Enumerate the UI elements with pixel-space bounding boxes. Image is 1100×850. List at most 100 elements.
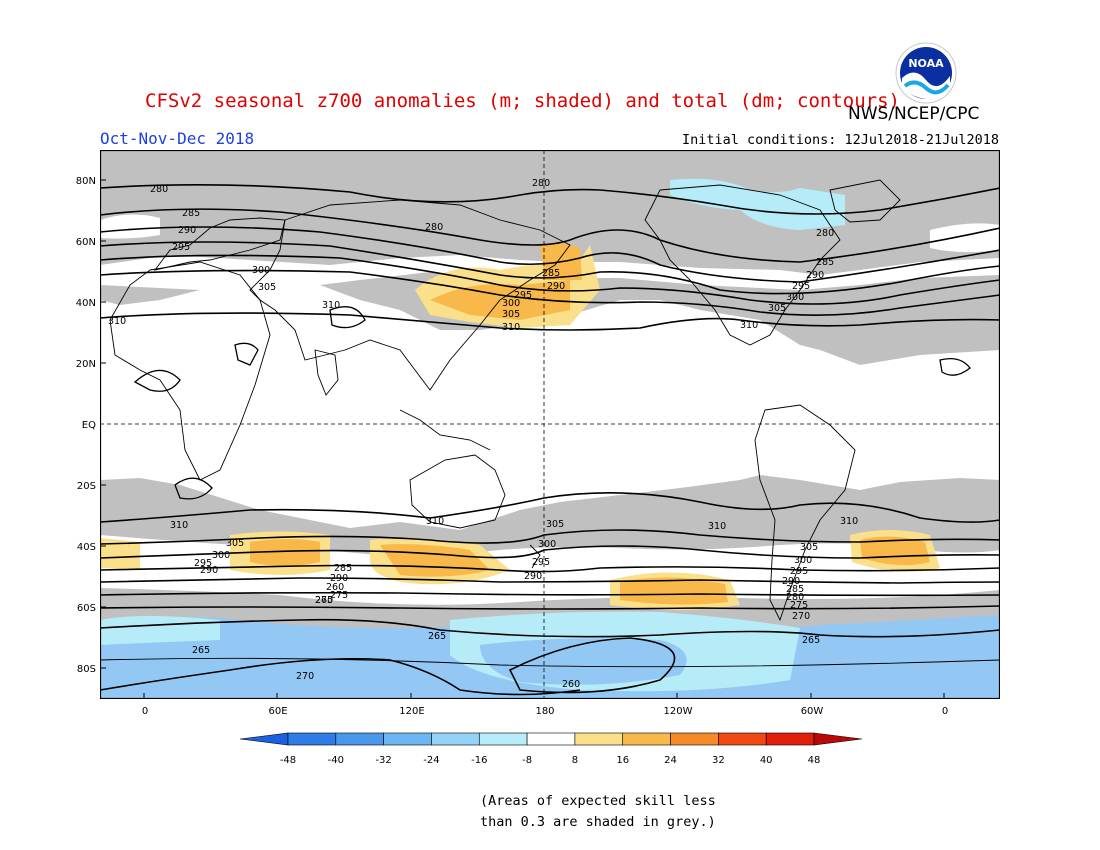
contour-label: 300: [212, 550, 230, 561]
colorbar-swatch: [240, 732, 289, 746]
contour-label: 295: [792, 281, 810, 292]
contour-label: 280: [425, 222, 443, 233]
contour-label: 280: [532, 178, 550, 189]
contour-label: 310: [426, 516, 444, 527]
svg-text:NOAA: NOAA: [908, 57, 944, 70]
footnote-line-2: than 0.3 are shaded in grey.): [480, 814, 716, 830]
lon-label: 60W: [801, 706, 824, 717]
contour-label: 310: [170, 520, 188, 531]
forecast-period: Oct-Nov-Dec 2018: [100, 129, 255, 148]
colorbar-swatch: [431, 732, 480, 746]
colorbar-swatch: [574, 732, 624, 746]
colorbar-swatch: [383, 732, 432, 746]
colorbar-label: -48: [280, 755, 296, 766]
colorbar-swatch: [335, 732, 384, 746]
lat-label: EQ: [82, 420, 96, 431]
contour-label: 290: [547, 281, 565, 292]
contour-label: 290: [806, 270, 824, 281]
contour-label: 300: [786, 292, 804, 303]
contour-label: 305: [502, 309, 520, 320]
grid-lines: [100, 150, 1000, 699]
contour-label: 280: [786, 592, 804, 603]
footnote-line-1: (Areas of expected skill less: [480, 793, 716, 809]
colorbar-label: 48: [808, 755, 821, 766]
colorbar-swatch: [765, 732, 815, 746]
height-contours: [100, 184, 1000, 696]
colorbar-label: 32: [712, 755, 725, 766]
contour-label: 295: [790, 566, 808, 577]
lon-label: 120W: [664, 706, 693, 717]
initial-conditions: Initial conditions: 12Jul2018-21Jul2018: [682, 132, 999, 148]
contour-label: 260: [562, 679, 580, 690]
contour-label: 310: [740, 320, 758, 331]
contour-label: 270: [792, 611, 810, 622]
contour-label: 310: [840, 516, 858, 527]
colorbar-label: 8: [572, 755, 578, 766]
contour-label: 295: [172, 242, 190, 253]
contour-label: 300: [538, 539, 556, 550]
map-title: CFSv2 seasonal z700 anomalies (m; shaded…: [145, 90, 900, 112]
contour-label: 265: [315, 595, 333, 606]
contour-label: 300: [252, 265, 270, 276]
contour-label: 285: [182, 208, 200, 219]
skill-footnote: (Areas of expected skill less than 0.3 a…: [480, 791, 716, 833]
contour-label: 295: [514, 290, 532, 301]
colorbar-swatch: [478, 732, 528, 746]
axis-labels: 80N 60N 40N 20N EQ 20S 40S 60S 80S 0 60E…: [76, 176, 948, 717]
contour-label: 305: [546, 519, 564, 530]
lon-label: 0: [942, 706, 948, 717]
contour-label: 310: [108, 316, 126, 327]
lon-label: 60E: [268, 706, 287, 717]
colorbar-label: -32: [375, 755, 391, 766]
lat-label: 60S: [77, 603, 96, 614]
contour-label: 285: [816, 257, 834, 268]
contour-label: 275: [790, 600, 808, 611]
colorbar-label: 24: [664, 755, 677, 766]
lat-label: 80N: [76, 176, 96, 187]
negative-anomaly-arctic: [670, 178, 845, 230]
contour-label: 305: [768, 303, 786, 314]
lat-label: 20N: [76, 359, 96, 370]
contour-label: 280: [816, 228, 834, 239]
contour-label: 270: [296, 671, 314, 682]
contour-label: 295: [532, 557, 550, 568]
colorbar-label: -8: [522, 755, 532, 766]
colorbar-swatch: [718, 732, 767, 746]
agency-label: NWS/NCEP/CPC: [848, 104, 980, 124]
colorbar-swatch: [813, 732, 862, 746]
contour-label: 290: [524, 571, 542, 582]
contour-label: 310: [322, 300, 340, 311]
lat-label: 40N: [76, 298, 96, 309]
colorbar-label: -40: [328, 755, 344, 766]
colorbar-swatch: [526, 732, 576, 746]
contour-label: 300: [794, 555, 812, 566]
contour-label: 290: [200, 565, 218, 576]
contour-label: 285: [334, 563, 352, 574]
contour-label: 305: [226, 538, 244, 549]
contour-label: 285: [786, 584, 804, 595]
contour-label: 305: [800, 542, 818, 553]
contour-label: 260: [326, 582, 344, 593]
contour-label: 265: [192, 645, 210, 656]
anomaly-map: 280 285 290 295 300 305 310 280 280 310 …: [100, 150, 1000, 699]
colorbar-label: -24: [423, 755, 439, 766]
contour-label: 295: [194, 558, 212, 569]
colorbar-label: 16: [616, 755, 629, 766]
lon-label: 120E: [399, 706, 424, 717]
contour-label: 290: [330, 573, 348, 584]
colorbar: -48 -40 -32 -24 -16 -8 8 16 24 32 40 48: [240, 732, 862, 766]
colorbar-swatch: [670, 732, 719, 746]
lat-label: 20S: [77, 481, 96, 492]
lon-label: 180: [535, 706, 554, 717]
contour-label: 305: [258, 282, 276, 293]
contour-label: 275: [330, 590, 348, 601]
lon-label: 0: [142, 706, 148, 717]
contour-label: 300: [502, 298, 520, 309]
contour-label: 265: [428, 631, 446, 642]
contour-label: 285: [542, 268, 560, 279]
contour-label: 280: [150, 184, 168, 195]
colorbar-label: -16: [471, 755, 487, 766]
contour-label: 310: [708, 521, 726, 532]
contour-labels: 280 285 290 295 300 305 310 280 280 310 …: [108, 178, 858, 690]
contour-label: 265: [802, 635, 820, 646]
